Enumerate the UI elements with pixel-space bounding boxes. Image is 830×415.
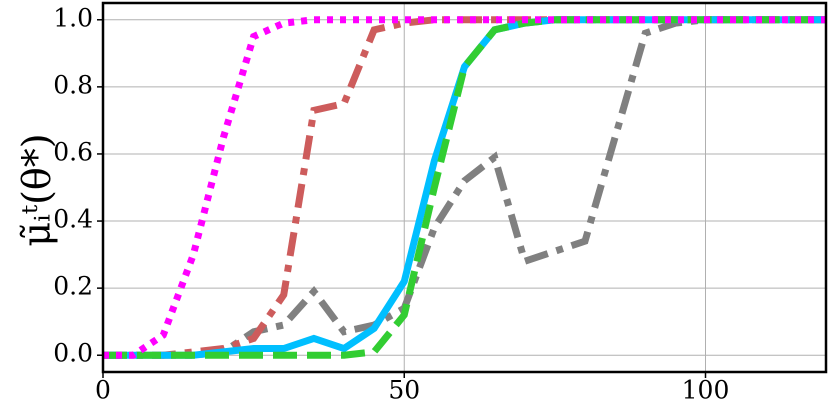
data-line: [103, 16, 826, 359]
y-tick-label: 0.6: [53, 137, 93, 166]
y-tick-label: 1.0: [53, 3, 93, 32]
y-axis-label: μ̃ᵢᵗ(θ*): [15, 133, 59, 246]
y-tick-label: 0.8: [53, 70, 93, 99]
plot-frame: [101, 1, 828, 374]
x-tick-label: 50: [388, 376, 420, 405]
y-tick-label: 0.4: [53, 205, 93, 234]
y-tick-label: 0.2: [53, 272, 93, 301]
x-tick-label: 100: [682, 376, 730, 405]
x-tick-label: 0: [95, 376, 111, 405]
y-tick-label: 0.0: [53, 339, 93, 368]
